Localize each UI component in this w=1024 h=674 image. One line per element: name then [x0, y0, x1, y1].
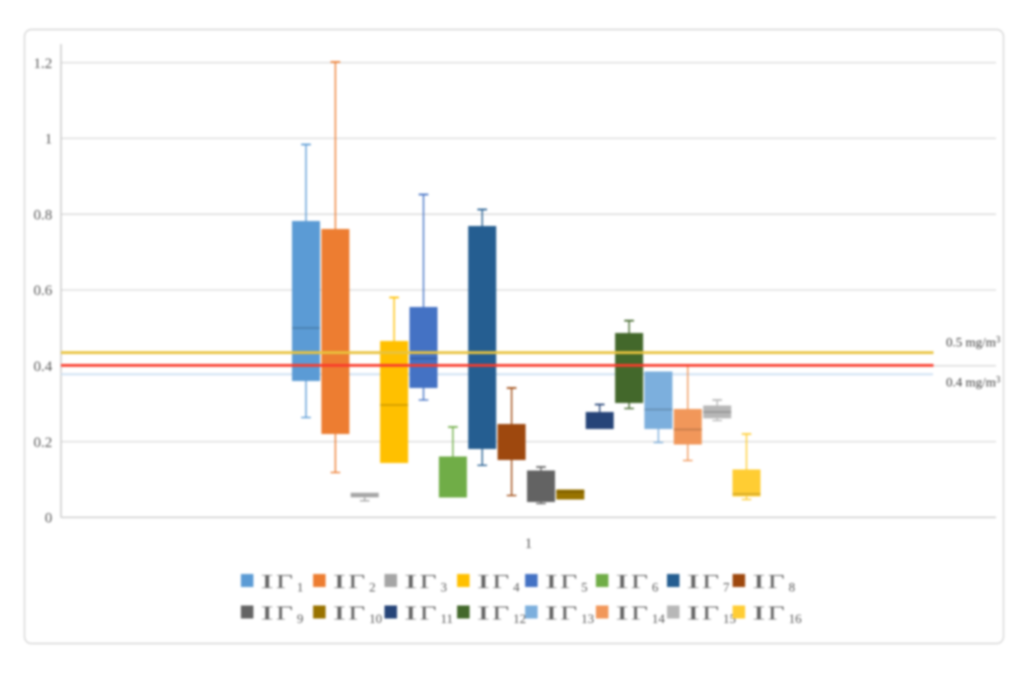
svg-text:I: I [404, 603, 418, 625]
svg-text:Г: Г [768, 603, 785, 625]
svg-text:0.5 mg/m3: 0.5 mg/m3 [946, 335, 1001, 350]
svg-text:1.2: 1.2 [34, 56, 53, 72]
svg-text:0.8: 0.8 [34, 207, 53, 223]
svg-text:12: 12 [513, 611, 526, 626]
svg-text:I: I [477, 571, 491, 593]
svg-text:Г: Г [702, 603, 719, 625]
svg-text:0.6: 0.6 [34, 283, 53, 299]
svg-text:7: 7 [723, 580, 730, 595]
svg-text:I: I [545, 571, 559, 593]
svg-text:Г: Г [560, 603, 577, 625]
svg-text:1: 1 [45, 132, 53, 148]
svg-text:9: 9 [297, 611, 304, 626]
svg-text:6: 6 [652, 580, 659, 595]
svg-text:14: 14 [652, 611, 666, 626]
svg-text:8: 8 [789, 580, 796, 595]
svg-text:4: 4 [513, 580, 520, 595]
svg-text:I: I [752, 571, 766, 593]
svg-text:16: 16 [789, 611, 803, 626]
svg-text:Г: Г [492, 603, 509, 625]
svg-text:I: I [404, 571, 418, 593]
svg-text:Г: Г [702, 571, 719, 593]
svg-text:2: 2 [369, 580, 376, 595]
svg-text:Г: Г [420, 571, 437, 593]
svg-text:Г: Г [348, 603, 365, 625]
svg-text:1: 1 [297, 580, 304, 595]
svg-text:Г: Г [560, 571, 577, 593]
svg-text:I: I [687, 571, 701, 593]
svg-text:I: I [752, 603, 766, 625]
svg-text:11: 11 [441, 611, 454, 626]
svg-text:Г: Г [631, 603, 648, 625]
svg-text:I: I [545, 603, 559, 625]
svg-text:I: I [333, 603, 347, 625]
svg-text:0.2: 0.2 [34, 435, 53, 451]
svg-text:Г: Г [420, 603, 437, 625]
svg-text:Г: Г [348, 571, 365, 593]
svg-text:Г: Г [276, 603, 293, 625]
svg-text:1: 1 [525, 536, 533, 552]
svg-text:Г: Г [492, 571, 509, 593]
svg-text:0: 0 [45, 511, 53, 527]
svg-text:I: I [333, 571, 347, 593]
svg-text:I: I [260, 571, 274, 593]
svg-text:3: 3 [441, 580, 448, 595]
svg-text:I: I [687, 603, 701, 625]
svg-text:I: I [615, 571, 629, 593]
svg-text:0.4 mg/m3: 0.4 mg/m3 [946, 375, 1001, 390]
svg-text:Г: Г [768, 571, 785, 593]
svg-text:Г: Г [276, 571, 293, 593]
svg-text:I: I [477, 603, 491, 625]
svg-text:0.4: 0.4 [34, 359, 53, 375]
svg-text:10: 10 [369, 611, 382, 626]
svg-text:I: I [260, 603, 274, 625]
svg-text:5: 5 [581, 580, 588, 595]
svg-text:I: I [615, 603, 629, 625]
svg-text:13: 13 [581, 611, 594, 626]
svg-text:Г: Г [631, 571, 648, 593]
